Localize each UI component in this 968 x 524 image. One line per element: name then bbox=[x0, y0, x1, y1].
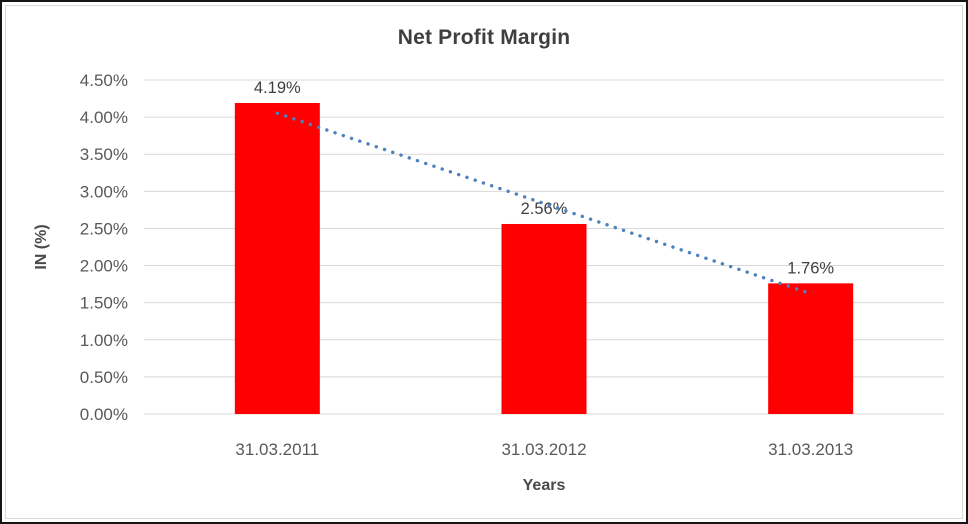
trendline bbox=[275, 111, 813, 296]
data-label: 1.76% bbox=[787, 259, 834, 277]
y-tick-label: 1.00% bbox=[80, 331, 128, 350]
y-tick-label: 0.50% bbox=[80, 368, 128, 387]
x-axis-title: Years bbox=[522, 477, 566, 494]
y-tick-label: 2.00% bbox=[80, 257, 128, 276]
x-category-label: 31.03.2012 bbox=[501, 440, 586, 459]
y-tick-label: 4.50% bbox=[80, 71, 128, 90]
y-tick-label: 3.50% bbox=[80, 145, 128, 164]
bar bbox=[501, 223, 587, 414]
data-label: 2.56% bbox=[521, 200, 568, 218]
y-tick-label: 2.50% bbox=[80, 219, 128, 238]
y-tick-label: 4.00% bbox=[80, 108, 128, 127]
y-tick-label: 0.00% bbox=[80, 405, 128, 424]
data-label: 4.19% bbox=[254, 79, 301, 97]
x-category-label: 31.03.2011 bbox=[235, 440, 319, 459]
bar bbox=[234, 103, 320, 415]
x-category-label: 31.03.2013 bbox=[768, 440, 853, 459]
y-tick-label: 1.50% bbox=[80, 294, 128, 313]
bar bbox=[768, 283, 854, 414]
chart-title: Net Profit Margin bbox=[397, 26, 571, 49]
y-tick-label: 3.00% bbox=[80, 182, 128, 201]
